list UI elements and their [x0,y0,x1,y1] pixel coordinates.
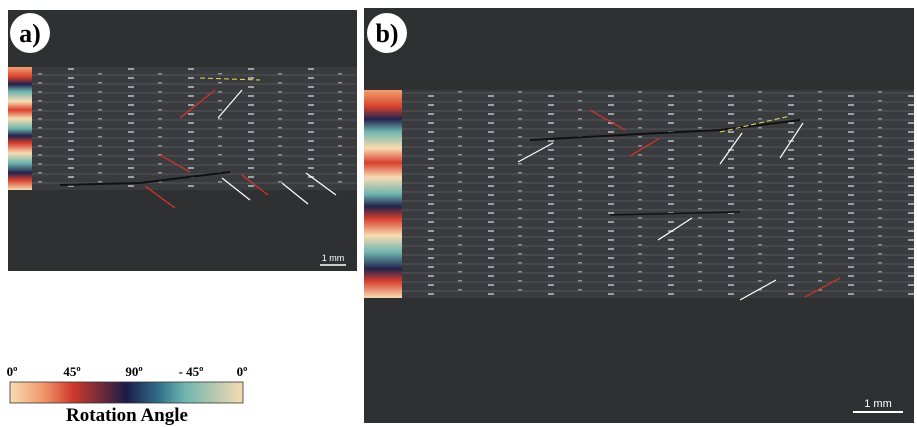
colorbar-title: Rotation Angle [66,405,188,426]
colorbar-tick: 0º [7,364,18,379]
panel-label: b) [375,19,398,48]
colorbar-tick: 90º [125,364,142,379]
colorbar: 0º 45º 90º - 45º 0º Rotation Angle [7,364,248,426]
scale-bar-label: 1 mm [864,398,892,410]
scale-bar-label: 1 mm [322,253,345,263]
colorbar-tick: 45º [63,364,80,379]
panel-b: b) 1 mm [364,8,914,423]
colorbar-tick: 0º [237,364,248,379]
figure: a) 1 mm b) 1 mm 0º 45º 90º - 45º 0º Rot [0,0,917,427]
colorbar-tick: - 45º [179,364,204,379]
panel-label: a) [19,19,41,48]
panel-a: a) 1 mm [8,10,357,271]
